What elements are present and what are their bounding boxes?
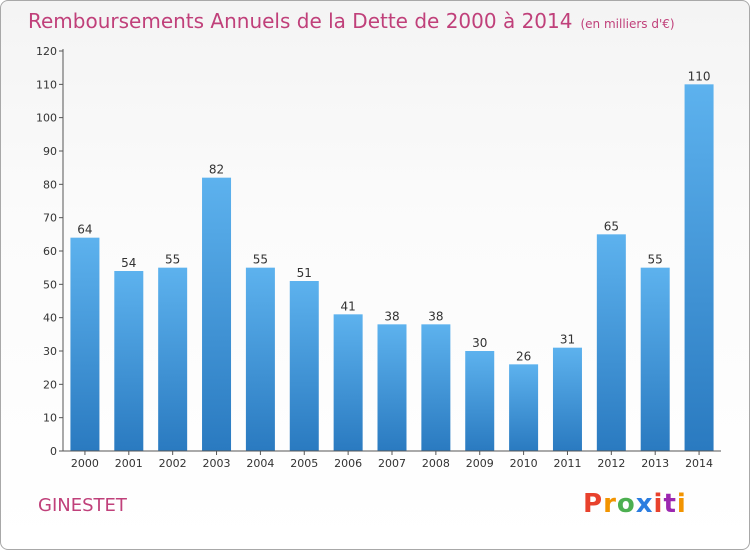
x-tick-label: 2011	[553, 457, 581, 470]
data-label: 54	[121, 256, 136, 270]
data-label: 55	[648, 253, 663, 267]
y-tick-label: 70	[43, 212, 57, 225]
data-label: 55	[253, 253, 268, 267]
x-tick-label: 2000	[71, 457, 99, 470]
logo-letter: x	[635, 489, 654, 519]
x-tick-label: 2012	[597, 457, 625, 470]
x-tick-label: 2013	[641, 457, 669, 470]
x-tick-label: 2006	[334, 457, 362, 470]
bars: 64 54 55 82 55 51 41 38 38 30 26 31 65 55 110	[70, 69, 714, 451]
bar	[684, 84, 714, 451]
bar	[333, 314, 363, 451]
x-tick-label: 2001	[115, 457, 143, 470]
logo-letter: i	[653, 489, 664, 519]
logo-letter: i	[676, 489, 687, 519]
data-label: 41	[340, 299, 355, 313]
bar	[421, 324, 451, 451]
bar	[465, 351, 495, 451]
chart-title: Remboursements Annuels de la Dette de 20…	[28, 9, 675, 33]
bar	[114, 271, 144, 451]
x-tick-label: 2003	[203, 457, 231, 470]
x-tick-label: 2004	[246, 457, 274, 470]
bar	[245, 267, 275, 451]
data-label: 65	[604, 219, 619, 233]
y-tick-label: 20	[43, 378, 57, 391]
x-tick-label: 2014	[685, 457, 713, 470]
data-label: 26	[516, 349, 531, 363]
logo-letter: r	[603, 489, 617, 519]
proxiti-logo: Proxiti	[583, 489, 687, 519]
y-tick-label: 90	[43, 145, 57, 158]
bar	[158, 267, 188, 451]
chart-unit: (en milliers d'€)	[580, 17, 675, 31]
y-tick-label: 60	[43, 245, 57, 258]
data-label: 30	[472, 336, 487, 350]
data-label: 38	[384, 309, 399, 323]
x-tick-label: 2010	[510, 457, 538, 470]
y-tick-label: 80	[43, 178, 57, 191]
logo-letter: t	[663, 489, 677, 519]
x-tick-label: 2007	[378, 457, 406, 470]
x-tick-label: 2009	[466, 457, 494, 470]
y-tick-label: 10	[43, 412, 57, 425]
y-tick-label: 120	[36, 45, 57, 58]
bar	[377, 324, 407, 451]
bar	[202, 177, 232, 451]
data-label: 110	[688, 69, 711, 83]
y-tick-label: 110	[36, 78, 57, 91]
bar	[70, 237, 100, 451]
data-label: 82	[209, 163, 224, 177]
data-label: 55	[165, 253, 180, 267]
x-axis: 2000 2001 2002 2003 2004 2005 2006 2007 2008 2009…	[63, 450, 721, 470]
y-axis: 0 10 20 30 40 50 60 70 80 90 100 110 120	[36, 45, 64, 458]
y-tick-label: 40	[43, 312, 57, 325]
data-label: 64	[77, 223, 92, 237]
data-label: 31	[560, 333, 575, 347]
bar	[552, 347, 582, 451]
bar	[596, 234, 626, 451]
x-tick-label: 2008	[422, 457, 450, 470]
y-tick-label: 30	[43, 345, 57, 358]
data-label: 38	[428, 309, 443, 323]
y-tick-label: 50	[43, 278, 57, 291]
logo-letter: P	[583, 489, 604, 519]
logo-letter: o	[616, 489, 636, 519]
y-tick-label: 0	[50, 445, 57, 458]
x-tick-label: 2005	[290, 457, 318, 470]
bar	[509, 364, 539, 451]
y-tick-label: 100	[36, 112, 57, 125]
x-tick-label: 2002	[159, 457, 187, 470]
bar	[289, 281, 319, 451]
bar	[640, 267, 670, 451]
data-label: 51	[297, 266, 312, 280]
commune-name: GINESTET	[38, 495, 127, 516]
